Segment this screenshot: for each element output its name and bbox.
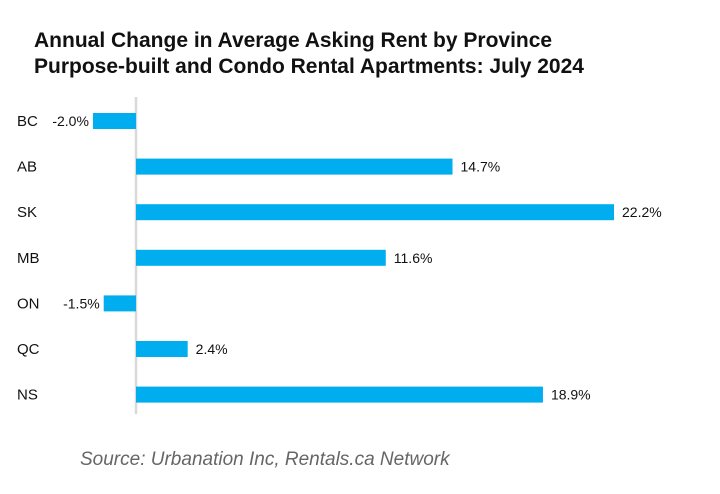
bar-on xyxy=(103,295,136,312)
category-label-bc: BC xyxy=(17,113,38,130)
chart-title-line: Annual Change in Average Asking Rent by … xyxy=(34,29,553,52)
value-label-on: -1.5% xyxy=(63,295,100,311)
value-label-qc: 2.4% xyxy=(196,341,228,357)
bar-sk xyxy=(136,204,614,221)
category-label-sk: SK xyxy=(17,204,37,221)
bar-ab xyxy=(136,158,453,175)
category-label-mb: MB xyxy=(17,250,40,267)
value-label-ab: 14.7% xyxy=(461,159,501,175)
bar-mb xyxy=(136,249,386,266)
category-label-qc: QC xyxy=(17,341,40,358)
value-label-ns: 18.9% xyxy=(551,387,591,403)
category-label-on: ON xyxy=(17,295,40,312)
category-label-ns: NS xyxy=(17,387,38,404)
chart-subtitle-line: Purpose-built and Condo Rental Apartment… xyxy=(34,55,584,78)
category-label-ab: AB xyxy=(17,159,37,176)
bar-qc xyxy=(136,341,188,357)
value-label-sk: 22.2% xyxy=(622,204,662,220)
chart-title: Annual Change in Average Asking Rent by … xyxy=(34,28,584,80)
value-label-mb: 11.6% xyxy=(394,250,433,266)
source-note: Source: Urbanation Inc, Rentals.ca Netwo… xyxy=(80,449,450,470)
bar-ns xyxy=(136,386,543,403)
bar-bc xyxy=(92,113,136,129)
value-label-bc: -2.0% xyxy=(52,113,89,129)
